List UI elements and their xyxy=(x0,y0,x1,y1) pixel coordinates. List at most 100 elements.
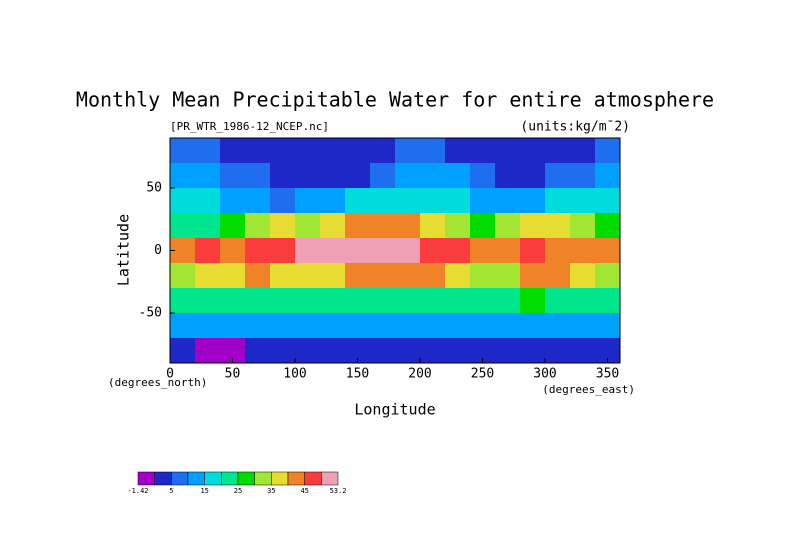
heat-cell xyxy=(370,263,396,289)
heat-cell xyxy=(195,188,221,214)
heat-cell xyxy=(370,213,396,239)
heat-cell xyxy=(570,313,596,339)
heat-cell xyxy=(470,188,496,214)
heat-cell xyxy=(445,288,471,314)
heat-cell xyxy=(420,213,446,239)
heat-cell xyxy=(420,188,446,214)
heat-cell xyxy=(570,263,596,289)
heat-cell xyxy=(420,263,446,289)
heat-cell xyxy=(570,188,596,214)
heat-cell xyxy=(220,313,246,339)
heat-cell xyxy=(470,313,496,339)
heat-cell xyxy=(270,138,296,164)
heat-cell xyxy=(395,188,421,214)
heat-cell xyxy=(445,313,471,339)
heat-cell xyxy=(320,213,346,239)
heat-cell xyxy=(470,163,496,189)
heat-cell xyxy=(595,238,621,264)
chart-title: Monthly Mean Precipitable Water for enti… xyxy=(76,88,714,112)
heat-cell xyxy=(570,338,596,364)
heat-cell xyxy=(295,288,321,314)
heat-cell xyxy=(220,238,246,264)
colorbar-box xyxy=(237,471,255,486)
x-axis-title: Longitude xyxy=(354,401,435,419)
heat-cell xyxy=(545,288,571,314)
heat-cell xyxy=(245,163,271,189)
heat-cell xyxy=(295,163,321,189)
heat-cell xyxy=(570,163,596,189)
heat-cell xyxy=(220,263,246,289)
colorbar-label: 35 xyxy=(267,487,275,495)
heat-cell xyxy=(370,138,396,164)
heat-cell xyxy=(320,313,346,339)
colorbar-box xyxy=(271,471,289,486)
heat-cell xyxy=(295,238,321,264)
y-axis-unit: (degrees_north) xyxy=(108,376,207,389)
heat-cell xyxy=(470,138,496,164)
heat-cell xyxy=(495,263,521,289)
heat-cell xyxy=(270,238,296,264)
heat-cell xyxy=(545,213,571,239)
heat-cell xyxy=(195,263,221,289)
colorbar-label: 5 xyxy=(169,487,173,495)
heat-cell xyxy=(370,163,396,189)
heat-cell xyxy=(395,163,421,189)
heat-cell xyxy=(495,338,521,364)
heat-cell xyxy=(195,288,221,314)
heat-cell xyxy=(270,213,296,239)
colorbar-label: 25 xyxy=(234,487,242,495)
heat-cell xyxy=(395,238,421,264)
x-tick-label: 0 xyxy=(166,367,174,382)
heat-cell xyxy=(245,138,271,164)
heat-cell xyxy=(420,238,446,264)
x-axis-unit: (degrees_east) xyxy=(542,383,635,396)
heat-cell xyxy=(470,288,496,314)
colorbar-box xyxy=(321,471,339,486)
heat-cell xyxy=(195,163,221,189)
heat-cell xyxy=(170,338,196,364)
heat-cell xyxy=(545,238,571,264)
heat-cell xyxy=(495,313,521,339)
x-tick-label: 300 xyxy=(533,367,556,382)
heat-cell xyxy=(520,213,546,239)
colorbar-label: 45 xyxy=(300,487,308,495)
heat-cell xyxy=(395,213,421,239)
heat-cell xyxy=(345,163,371,189)
heat-cell xyxy=(445,238,471,264)
heat-cell xyxy=(295,313,321,339)
heat-cell xyxy=(470,213,496,239)
heat-cell xyxy=(295,188,321,214)
heat-cell xyxy=(245,213,271,239)
heat-cell xyxy=(270,288,296,314)
heat-cell xyxy=(295,138,321,164)
heat-cell xyxy=(195,213,221,239)
heat-cell xyxy=(520,188,546,214)
y-tick-label: 0 xyxy=(154,243,162,258)
colorbar-box xyxy=(171,471,189,486)
heat-cell xyxy=(545,163,571,189)
heat-cell xyxy=(245,238,271,264)
heat-cell xyxy=(420,163,446,189)
heat-cell xyxy=(395,138,421,164)
colorbar-label: 53.2 xyxy=(330,487,347,495)
heat-cell xyxy=(370,238,396,264)
heat-cell xyxy=(345,188,371,214)
heat-cell xyxy=(220,288,246,314)
heat-cell xyxy=(245,263,271,289)
heat-cell xyxy=(195,338,221,364)
heat-cell xyxy=(345,138,371,164)
heat-cell xyxy=(395,263,421,289)
heat-cell xyxy=(420,288,446,314)
colorbar-box xyxy=(154,471,172,486)
heat-cell xyxy=(495,288,521,314)
heat-cell xyxy=(570,138,596,164)
heat-cell xyxy=(545,338,571,364)
x-tick-label: 200 xyxy=(408,367,431,382)
heat-cell xyxy=(595,313,621,339)
y-axis-title: Latitude xyxy=(115,214,133,286)
heat-cell xyxy=(195,238,221,264)
heat-cell xyxy=(545,138,571,164)
heat-cell xyxy=(370,313,396,339)
heat-cell xyxy=(220,163,246,189)
x-tick-label: 100 xyxy=(283,367,306,382)
